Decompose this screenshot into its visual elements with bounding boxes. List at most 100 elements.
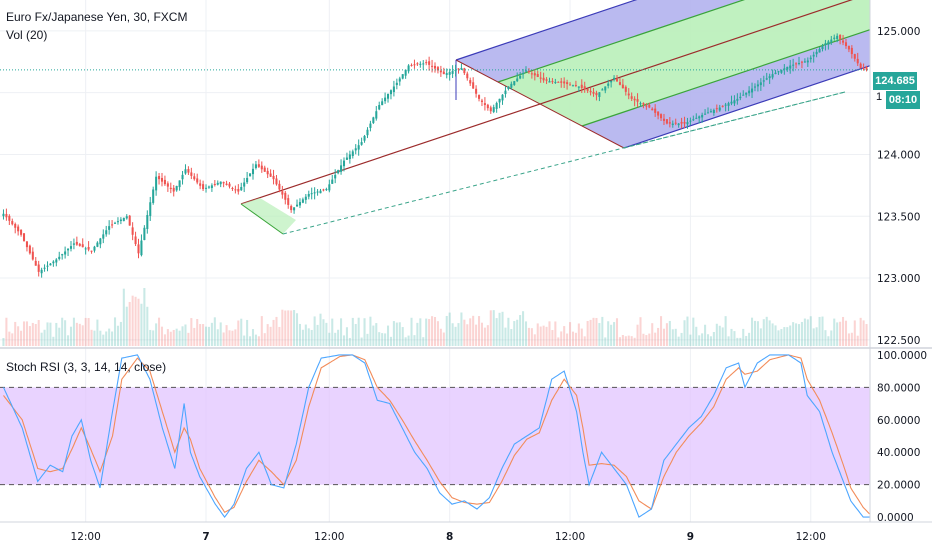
candle-body: [727, 103, 730, 106]
rsi-tick-label: 40.0000: [877, 447, 920, 459]
candle-body: [366, 129, 369, 136]
volume-bar: [84, 317, 87, 346]
candle-body: [662, 118, 666, 121]
pitchfork-drawing[interactable]: [240, 0, 871, 235]
volume-label[interactable]: Vol (20): [6, 28, 48, 42]
candle-body: [90, 250, 93, 252]
candle-body: [862, 68, 865, 70]
symbol-title[interactable]: Euro Fx/Japanese Yen, 30, FXCM: [6, 10, 188, 24]
candle-body: [178, 180, 181, 188]
small-fork-edge: [240, 203, 284, 235]
volume-bar: [569, 322, 572, 346]
volume-bar: [454, 326, 457, 346]
candle-body: [105, 230, 108, 235]
volume-bar: [31, 322, 34, 346]
candle-body: [777, 71, 780, 73]
candle-body: [431, 65, 434, 67]
volume-bar: [204, 326, 208, 346]
volume-bar: [287, 310, 290, 346]
volume-bar: [58, 327, 61, 346]
candle-body: [290, 206, 293, 211]
candle-body: [295, 204, 299, 207]
candle-body: [275, 178, 278, 185]
candle-body: [836, 35, 839, 40]
volume-bar: [199, 324, 202, 346]
candle-body: [404, 69, 407, 76]
candle-body: [768, 76, 771, 79]
candle-body: [712, 109, 715, 113]
volume-bar: [800, 321, 803, 346]
candle-body: [22, 233, 26, 241]
candle-body: [166, 183, 169, 187]
candle-body: [278, 183, 281, 190]
volume-bar: [604, 337, 607, 346]
candle-body: [190, 172, 193, 176]
candle-body: [11, 221, 14, 225]
volume-bar: [651, 323, 654, 346]
volume-bar: [683, 320, 686, 346]
candle-body: [413, 64, 416, 66]
volume-bar: [818, 316, 821, 346]
candle-body: [800, 61, 803, 63]
candle-body: [337, 170, 340, 174]
candle-body: [52, 261, 55, 264]
volume-bar: [307, 328, 310, 346]
volume-bar: [249, 336, 252, 346]
volume-bar: [730, 328, 733, 346]
volume-bar: [304, 324, 307, 346]
candle-body: [530, 73, 533, 75]
candle-body: [786, 66, 789, 70]
candle-body: [865, 67, 868, 70]
volume-bar: [407, 335, 410, 346]
candle-body: [654, 108, 657, 113]
volume-bar: [571, 331, 575, 346]
candlesticks: [0, 33, 870, 278]
volume-bar: [692, 317, 695, 346]
price-tick-label: 123.500: [877, 211, 920, 223]
volume-bar: [284, 310, 287, 346]
candle-body: [527, 70, 530, 73]
candle-body: [210, 185, 213, 189]
volume-bar: [431, 316, 434, 346]
volume-bar: [160, 326, 164, 346]
volume-bar: [116, 325, 119, 346]
volume-bar: [436, 321, 439, 346]
volume-bar: [398, 322, 401, 346]
stoch-rsi-label[interactable]: Stoch RSI (3, 3, 14, 14, close): [6, 360, 167, 374]
volume-bar: [310, 329, 313, 346]
volume-bar: [630, 336, 633, 346]
candle-body: [5, 213, 8, 218]
candle-body: [298, 202, 301, 206]
volume-bar: [392, 321, 395, 346]
candle-body: [99, 238, 102, 245]
volume-bar: [560, 331, 563, 346]
candle-body: [824, 43, 827, 46]
candle-body: [463, 68, 466, 74]
volume-bar: [416, 322, 419, 346]
candle-body: [17, 226, 20, 232]
dashed-trend-1: [282, 91, 846, 235]
volume-bar: [155, 323, 158, 346]
candle-body: [67, 248, 70, 251]
volume-bar: [281, 309, 284, 346]
volume-bar: [457, 323, 460, 346]
volume-bar: [574, 332, 577, 346]
candle-body: [116, 221, 119, 223]
candle-body: [695, 117, 698, 119]
volume-bar: [222, 332, 225, 346]
candle-body: [207, 186, 210, 188]
volume-bar: [445, 315, 448, 346]
candle-body: [61, 254, 64, 256]
volume-bars: [2, 288, 868, 346]
candle-body: [378, 105, 381, 110]
candle-body: [472, 82, 475, 89]
candle-body: [724, 104, 727, 106]
candle-body: [357, 145, 360, 150]
volume-bar: [187, 332, 190, 346]
volume-bar: [539, 326, 542, 346]
candle-body: [560, 81, 563, 83]
candle-body: [718, 107, 721, 111]
volume-bar: [240, 318, 243, 346]
volume-bar: [689, 334, 692, 346]
